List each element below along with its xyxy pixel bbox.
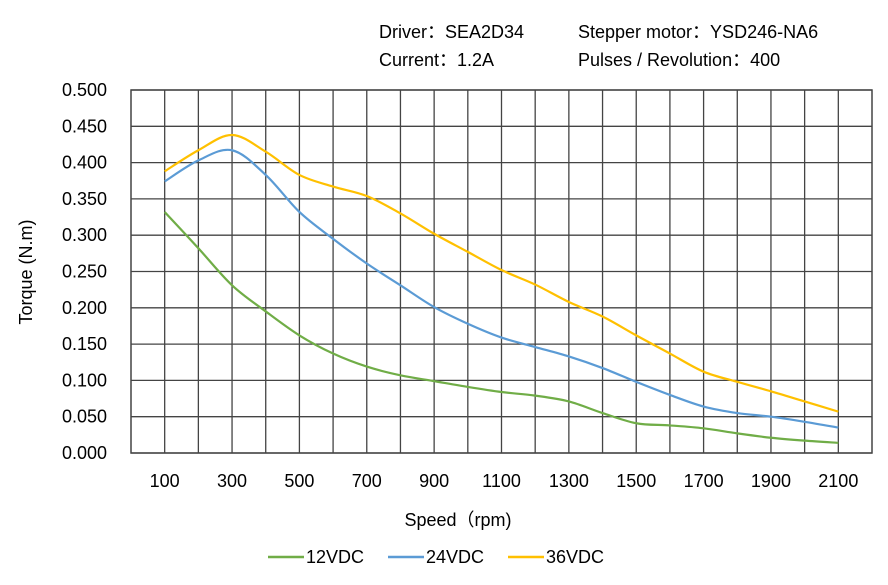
series-lines [163,133,839,444]
x-tick-label: 1300 [549,471,589,491]
y-tick-label: 0.450 [62,116,107,136]
x-axis-label: Speed（rpm) [404,510,511,530]
x-tick-label: 1100 [482,471,521,491]
legend-label: 12VDC [306,547,364,567]
plot-border [130,89,873,454]
y-tick-label: 0.250 [62,262,107,282]
y-tick-labels: 0.000 0.050 0.100 0.150 0.200 0.250 0.300 0.350… [62,80,107,463]
x-tick-label: 1500 [616,471,656,491]
y-tick-label: 0.400 [62,153,107,173]
legend: 12VDC 24VDC 36VDC [268,547,604,567]
x-tick-label: 700 [352,471,382,491]
x-tick-label: 2100 [818,471,858,491]
x-tick-label: 900 [419,471,449,491]
x-tick-label: 500 [284,471,314,491]
y-tick-label: 0.350 [62,189,107,209]
x-tick-labels: 100 300 500 700 900 1100 1300 1500 1700 1900 2100 [150,471,859,491]
series-line-12VDC [163,211,839,444]
x-tick-label: 1700 [684,471,724,491]
y-tick-label: 0.050 [62,407,107,427]
pulses-label: Pulses / Revolution：400 [578,50,781,70]
y-tick-label: 0.000 [62,443,107,463]
driver-label: Driver：SEA2D34 [379,22,525,42]
x-tick-label: 300 [217,471,247,491]
series-line-24VDC [164,148,839,429]
series-line-36VDC [164,133,839,413]
legend-label: 36VDC [546,547,604,567]
x-tick-label: 1900 [751,471,791,491]
x-tick-label: 100 [150,471,180,491]
y-tick-label: 0.300 [62,225,107,245]
y-tick-label: 0.500 [62,80,107,100]
grid [130,89,873,454]
current-label: Current：1.2A [379,50,495,70]
y-tick-label: 0.200 [62,298,107,318]
y-axis-label: Torque (N.m) [16,219,36,324]
legend-label: 24VDC [426,547,484,567]
y-tick-label: 0.150 [62,334,107,354]
y-tick-label: 0.100 [62,370,107,390]
motor-label: Stepper motor：YSD246-NA6 [578,22,819,42]
